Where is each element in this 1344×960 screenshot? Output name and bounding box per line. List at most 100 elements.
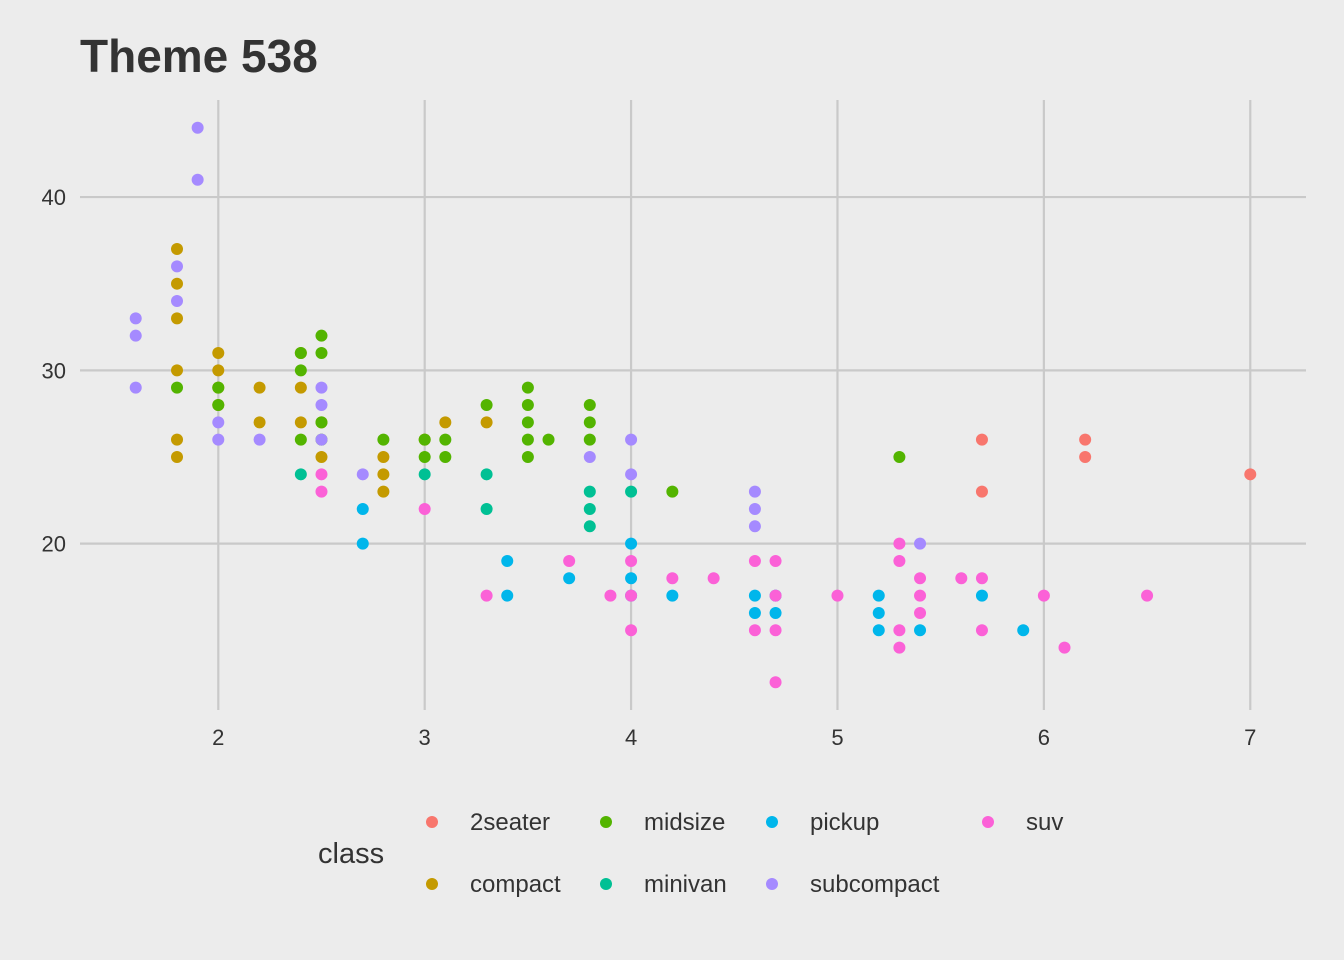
point-midsize (480, 399, 493, 411)
legend-key-2seater (426, 816, 438, 828)
point-midsize (294, 364, 307, 377)
point-pickup (356, 502, 369, 515)
legend-key-compact (426, 878, 438, 890)
x-tick-label-5: 5 (831, 725, 843, 750)
point-subcompact (914, 537, 927, 550)
point-subcompact (191, 173, 204, 186)
point-suv (975, 624, 988, 637)
point-subcompact (171, 260, 184, 273)
point-subcompact (212, 416, 225, 429)
point-pickup (625, 537, 638, 550)
point-suv (625, 554, 638, 567)
point-compact (171, 277, 184, 290)
point-pickup (748, 606, 761, 619)
point-2seater (975, 433, 988, 446)
point-compact (294, 416, 307, 429)
point-suv (625, 589, 638, 602)
point-pickup (501, 589, 514, 602)
point-pickup (975, 589, 988, 602)
point-suv (975, 572, 988, 585)
point-pickup (356, 537, 369, 550)
point-suv (707, 572, 720, 585)
point-compact (294, 381, 307, 394)
point-midsize (521, 399, 534, 411)
x-tick-label-7: 7 (1244, 725, 1256, 750)
point-suv (893, 624, 906, 637)
point-suv (955, 572, 968, 585)
point-suv (914, 572, 927, 585)
point-suv (666, 572, 679, 585)
point-subcompact (129, 329, 142, 342)
point-compact (171, 433, 184, 446)
point-2seater (1244, 468, 1257, 481)
point-minivan (480, 502, 493, 515)
point-midsize (542, 433, 555, 446)
point-pickup (1017, 624, 1030, 637)
point-pickup (872, 624, 885, 637)
point-compact (171, 243, 184, 256)
point-suv (893, 537, 906, 550)
point-suv (625, 624, 638, 637)
grid-lines (80, 100, 1306, 710)
point-midsize (171, 381, 184, 394)
point-minivan (583, 502, 596, 515)
point-compact (315, 450, 328, 463)
y-tick-label-20: 20 (42, 532, 66, 557)
point-midsize (521, 450, 534, 463)
legend-title: class (318, 838, 384, 870)
point-subcompact (748, 485, 761, 498)
point-2seater (1079, 450, 1092, 463)
point-subcompact (171, 295, 184, 308)
x-tick-label-3: 3 (419, 725, 431, 750)
point-suv (769, 624, 782, 637)
legend-label-midsize: midsize (644, 809, 725, 836)
point-pickup (501, 554, 514, 567)
point-subcompact (129, 312, 142, 325)
point-suv (418, 502, 431, 515)
chart-title: Theme 538 (80, 30, 318, 82)
point-suv (769, 676, 782, 689)
point-subcompact (129, 381, 142, 394)
point-2seater (1079, 433, 1092, 446)
point-midsize (521, 416, 534, 429)
point-compact (212, 347, 225, 360)
legend-label-minivan: minivan (644, 871, 727, 898)
point-minivan (294, 468, 307, 481)
point-subcompact (191, 121, 204, 134)
point-midsize (418, 450, 431, 463)
point-subcompact (315, 433, 328, 446)
point-midsize (315, 329, 328, 342)
point-midsize (439, 433, 452, 446)
point-suv (1141, 589, 1154, 602)
point-midsize (666, 485, 679, 498)
point-pickup (563, 572, 576, 585)
tick-labels: 20 30 40 2 3 4 5 6 7 (42, 185, 1257, 750)
point-minivan (625, 485, 638, 498)
point-pickup (748, 589, 761, 602)
point-compact (253, 416, 266, 429)
point-compact (439, 416, 452, 429)
point-subcompact (583, 450, 596, 463)
point-suv (914, 606, 927, 619)
legend-key-subcompact (766, 878, 778, 890)
point-suv (748, 554, 761, 567)
point-minivan (583, 520, 596, 533)
point-midsize (418, 433, 431, 446)
point-suv (1058, 641, 1071, 654)
point-subcompact (356, 468, 369, 481)
point-compact (171, 364, 184, 377)
legend-key-suv (982, 816, 994, 828)
point-midsize (521, 433, 534, 446)
point-pickup (769, 606, 782, 619)
point-midsize (583, 399, 596, 411)
point-midsize (294, 433, 307, 446)
point-suv (480, 589, 493, 602)
point-midsize (294, 347, 307, 360)
point-suv (769, 589, 782, 602)
legend: class 2seater compact midsize minivan pickup… (318, 809, 1063, 898)
point-midsize (893, 450, 906, 463)
point-subcompact (315, 381, 328, 394)
legend-label-compact: compact (470, 871, 561, 898)
